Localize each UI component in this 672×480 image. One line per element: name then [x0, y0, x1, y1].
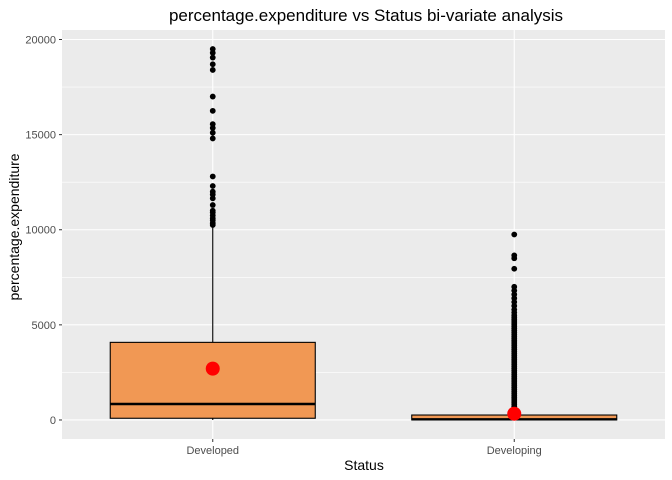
box-developed	[109, 46, 316, 420]
outlier-point	[209, 129, 216, 136]
axes: 0 5000 10000 15000 20000 Developed Developing	[25, 35, 541, 457]
y-tick-label: 0	[50, 415, 56, 427]
mean-point	[205, 361, 220, 376]
boxes	[109, 46, 618, 421]
outlier-point	[209, 173, 216, 180]
x-axis-label: Status	[344, 457, 384, 473]
outlier-point	[209, 207, 216, 214]
x-tick-label: Developing	[487, 445, 542, 457]
outlier-point	[511, 231, 518, 238]
box-developing	[411, 231, 618, 421]
outlier-point	[209, 183, 216, 189]
outlier-point	[209, 46, 216, 52]
y-tick-label: 20000	[25, 35, 56, 47]
outlier-point	[511, 265, 518, 272]
outlier-point	[209, 121, 216, 128]
outlier-point	[209, 188, 216, 195]
outlier-point	[209, 61, 216, 68]
mean-point	[507, 406, 522, 421]
y-tick-label: 15000	[25, 130, 56, 142]
chart-title: percentage.expenditure vs Status bi-vari…	[169, 6, 563, 25]
outlier-point	[209, 67, 216, 73]
box-iqr	[109, 341, 316, 419]
outlier-point	[511, 252, 518, 259]
y-axis-label: percentage.expenditure	[6, 153, 22, 300]
outlier-point	[511, 283, 518, 290]
outlier-point	[209, 93, 216, 100]
y-tick-label: 5000	[32, 320, 56, 332]
outlier-point	[209, 54, 216, 61]
outlier-point	[209, 202, 216, 208]
x-tick-label: Developed	[186, 445, 239, 457]
outlier-point	[209, 107, 216, 114]
outlier-point	[209, 135, 216, 142]
y-tick-label: 10000	[25, 225, 56, 237]
